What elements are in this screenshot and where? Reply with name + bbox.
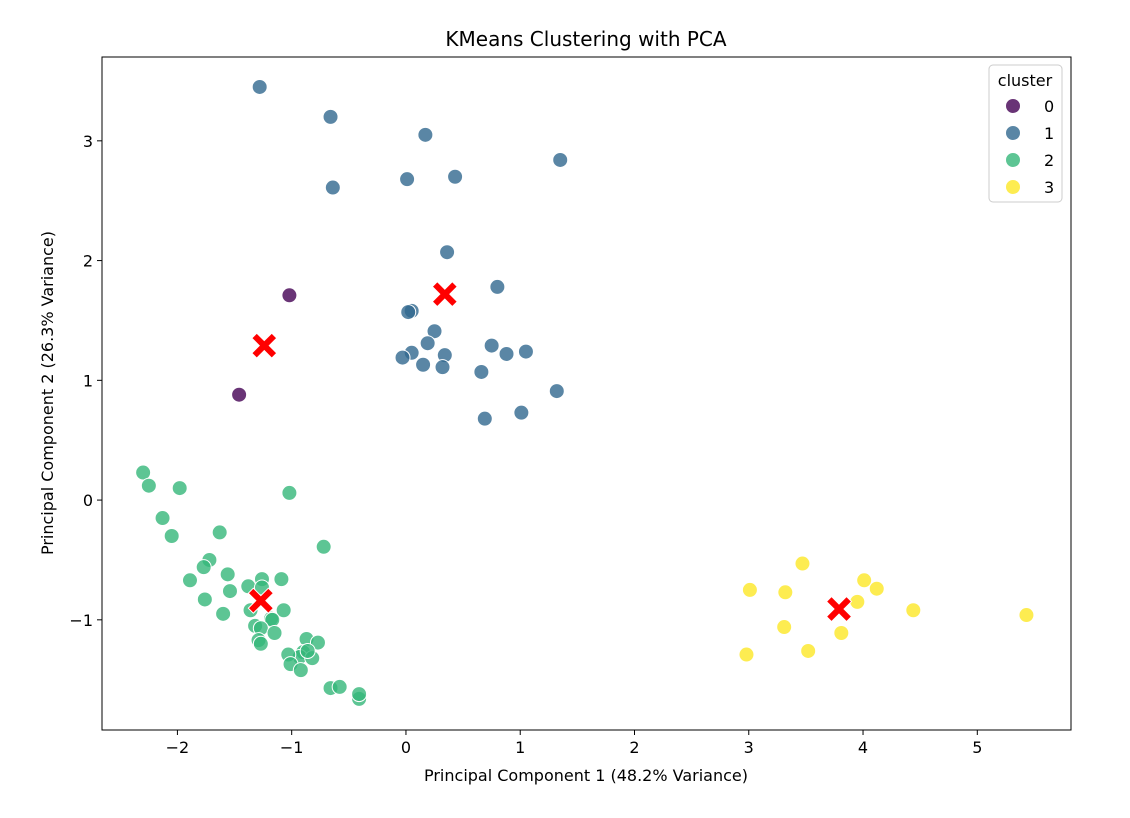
data-point-cluster-3 <box>905 602 922 619</box>
legend-label-cluster-3: 3 <box>1044 178 1054 197</box>
data-point-cluster-1 <box>415 356 432 373</box>
data-point-cluster-1 <box>483 337 500 354</box>
data-point-cluster-1 <box>552 151 569 168</box>
legend-label-cluster-2: 2 <box>1044 151 1054 170</box>
data-point-cluster-2 <box>331 678 348 695</box>
data-point-cluster-1 <box>426 323 443 340</box>
data-point-cluster-1 <box>548 383 565 400</box>
data-point-cluster-3 <box>868 580 885 597</box>
data-point-cluster-2 <box>135 464 152 481</box>
legend-box <box>988 64 1063 203</box>
data-point-cluster-1 <box>417 126 434 143</box>
data-point-cluster-2 <box>195 559 212 576</box>
data-point-cluster-3 <box>776 619 793 636</box>
data-point-cluster-1 <box>394 349 411 366</box>
x-axis-label: Principal Component 1 (48.2% Variance) <box>424 766 748 785</box>
centroid-marker <box>247 587 275 614</box>
data-point-cluster-2 <box>351 686 368 703</box>
y-tick-label: 0 <box>83 491 93 510</box>
x-tick-label: −1 <box>280 738 304 757</box>
centroid-marker <box>251 332 278 359</box>
legend-label-cluster-0: 0 <box>1044 97 1054 116</box>
data-point-cluster-1 <box>439 244 456 261</box>
centroids-layer <box>247 280 853 623</box>
data-point-cluster-2 <box>163 528 180 545</box>
data-point-cluster-3 <box>741 581 758 598</box>
data-point-cluster-1 <box>434 359 451 376</box>
x-tick-label: 5 <box>972 738 982 757</box>
plot-area-frame <box>101 56 1072 731</box>
legend-entries: 0 1 2 3 <box>1005 97 1054 197</box>
data-point-cluster-2 <box>273 571 290 588</box>
y-axis-label: Principal Component 2 (26.3% Variance) <box>38 231 57 555</box>
data-point-cluster-1 <box>517 343 534 360</box>
data-point-cluster-0 <box>281 287 298 304</box>
x-tick-label: 3 <box>744 738 754 757</box>
data-point-cluster-1 <box>419 335 436 352</box>
data-point-cluster-1 <box>322 108 339 125</box>
legend-marker-cluster-2 <box>1005 152 1021 168</box>
data-point-cluster-2 <box>309 634 326 651</box>
data-point-cluster-2 <box>219 566 236 583</box>
data-point-cluster-1 <box>399 171 416 188</box>
centroid-marker <box>431 280 459 308</box>
points-layer <box>135 78 1035 707</box>
data-point-cluster-3 <box>738 646 755 663</box>
data-point-cluster-1 <box>489 278 506 295</box>
x-tick-label: 1 <box>515 738 525 757</box>
data-point-cluster-1 <box>400 304 417 321</box>
data-point-cluster-2 <box>275 602 292 619</box>
data-point-cluster-2 <box>292 662 309 679</box>
data-point-cluster-3 <box>849 593 866 610</box>
data-point-cluster-2 <box>252 635 269 652</box>
data-point-cluster-1 <box>476 410 493 427</box>
data-point-cluster-0 <box>231 386 248 403</box>
data-point-cluster-1 <box>498 345 515 362</box>
data-point-cluster-1 <box>251 78 268 95</box>
legend-title: cluster <box>998 71 1053 90</box>
data-point-cluster-2 <box>315 538 332 555</box>
data-point-cluster-3 <box>777 584 794 601</box>
data-point-cluster-2 <box>140 477 157 494</box>
chart-title: KMeans Clustering with PCA <box>445 27 726 51</box>
legend-label-cluster-1: 1 <box>1044 124 1054 143</box>
data-point-cluster-2 <box>211 524 228 541</box>
x-axis-ticks: −2 −1 0 1 2 3 4 5 <box>166 730 982 757</box>
x-tick-label: 4 <box>858 738 868 757</box>
legend: cluster 0 1 2 3 <box>988 64 1063 203</box>
data-point-cluster-1 <box>473 363 490 380</box>
data-point-cluster-3 <box>800 642 817 659</box>
data-point-cluster-2 <box>221 583 238 600</box>
y-tick-label: 3 <box>83 132 93 151</box>
y-tick-label: 2 <box>83 252 93 271</box>
legend-marker-cluster-1 <box>1005 125 1021 141</box>
data-point-cluster-2 <box>299 642 316 659</box>
x-tick-label: 2 <box>629 738 639 757</box>
legend-marker-cluster-3 <box>1005 179 1021 195</box>
x-tick-label: −2 <box>166 738 190 757</box>
data-point-cluster-1 <box>324 179 341 196</box>
data-point-cluster-2 <box>196 591 213 608</box>
legend-marker-cluster-0 <box>1005 98 1021 114</box>
data-point-cluster-3 <box>1018 607 1035 624</box>
data-point-cluster-2 <box>171 480 188 497</box>
data-point-cluster-2 <box>215 605 232 622</box>
y-tick-label: 1 <box>83 371 93 390</box>
data-point-cluster-3 <box>833 625 850 642</box>
data-point-cluster-3 <box>856 572 873 589</box>
data-point-cluster-3 <box>794 555 811 572</box>
data-point-cluster-2 <box>154 510 171 527</box>
y-axis-ticks: −1 0 1 2 3 <box>69 132 102 630</box>
data-point-cluster-2 <box>266 625 283 642</box>
y-tick-label: −1 <box>69 611 93 630</box>
data-point-cluster-2 <box>181 572 198 589</box>
data-point-cluster-1 <box>513 404 530 421</box>
data-point-cluster-2 <box>281 484 298 501</box>
data-point-cluster-1 <box>447 168 464 185</box>
x-tick-label: 0 <box>401 738 411 757</box>
centroid-marker <box>825 595 853 623</box>
